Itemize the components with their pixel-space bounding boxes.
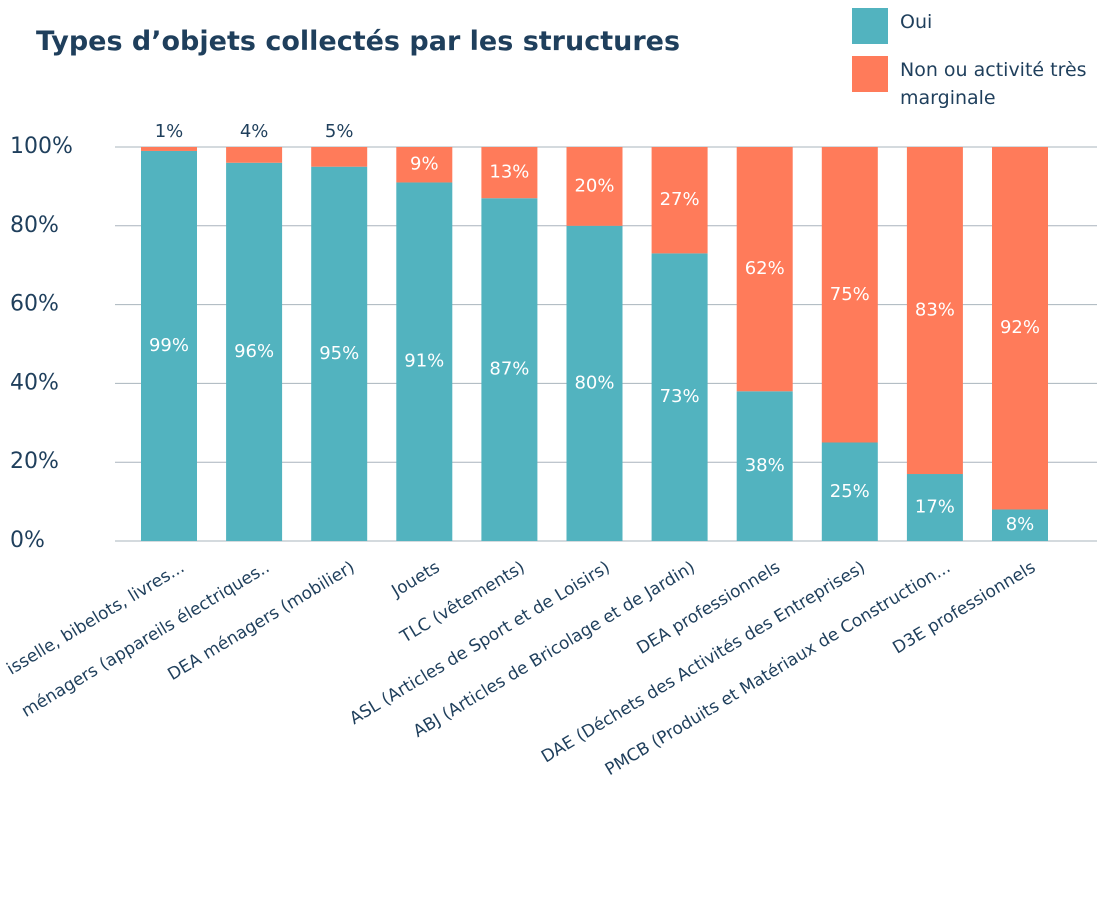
bar-segment: [651, 253, 708, 541]
y-tick-label: 0%: [10, 528, 45, 553]
bar-segment: [311, 166, 368, 541]
data-label: 9%: [410, 154, 439, 175]
data-label: 4%: [240, 121, 269, 142]
x-tick-label: Jouets: [388, 557, 444, 602]
bar-segment: [821, 442, 878, 541]
y-tick-label: 60%: [10, 292, 59, 317]
data-label: 80%: [574, 372, 614, 393]
data-label: 1%: [155, 121, 184, 142]
legend-item: Oui: [852, 8, 1090, 44]
y-tick-label: 100%: [10, 134, 73, 159]
data-label: 38%: [745, 455, 785, 476]
bar-segment: [992, 509, 1048, 541]
bar-segment: [481, 198, 538, 541]
data-label: 95%: [319, 343, 359, 364]
bar-segment: [736, 147, 793, 392]
y-tick-label: 40%: [10, 370, 59, 395]
data-label: 27%: [660, 189, 700, 210]
data-label: 62%: [745, 258, 785, 279]
bar-segment: [396, 182, 453, 541]
data-label: 8%: [1006, 514, 1035, 535]
bar-segment: [821, 147, 878, 443]
y-tick-label: 80%: [10, 213, 59, 238]
x-tick-label: D3E professionnels: [889, 557, 1039, 658]
bar-segment: [141, 147, 197, 151]
data-label: 96%: [234, 341, 274, 362]
bar-segment: [226, 162, 283, 541]
bar-segment: [992, 147, 1048, 510]
bar-segment: [311, 147, 368, 167]
data-label: 99%: [149, 335, 189, 356]
bar-segment: [481, 147, 538, 199]
data-label: 91%: [404, 351, 444, 372]
bar-segment: [566, 225, 623, 542]
bar-segment: [396, 147, 453, 183]
data-label: 73%: [660, 386, 700, 407]
data-label: 75%: [830, 284, 870, 305]
bar-segment: [226, 147, 283, 163]
data-label: 5%: [325, 121, 354, 142]
bar-segment: [906, 474, 963, 541]
legend-item: Non ou activité très marginale: [852, 56, 1090, 112]
data-label: 83%: [915, 300, 955, 321]
data-label: 20%: [574, 175, 614, 196]
data-label: 92%: [1000, 317, 1040, 338]
bar-segment: [566, 147, 623, 226]
data-label: 13%: [489, 162, 529, 183]
y-tick-label: 20%: [10, 449, 59, 474]
bar-segment: [651, 147, 708, 254]
legend-label: Oui: [900, 11, 933, 33]
legend-label: Non ou activité très marginale: [900, 59, 1087, 109]
bar-segment: [141, 150, 197, 541]
x-tick-label: DEA professionnels: [633, 557, 784, 658]
data-label: 87%: [489, 359, 529, 380]
data-label: 25%: [830, 481, 870, 502]
bar-segment: [736, 391, 793, 541]
data-label: 17%: [915, 497, 955, 518]
chart-title: Types d’objets collectés par les structu…: [36, 26, 681, 57]
legend-swatch: [852, 8, 888, 44]
legend-swatch: [852, 56, 888, 92]
bar-segment: [906, 147, 963, 475]
